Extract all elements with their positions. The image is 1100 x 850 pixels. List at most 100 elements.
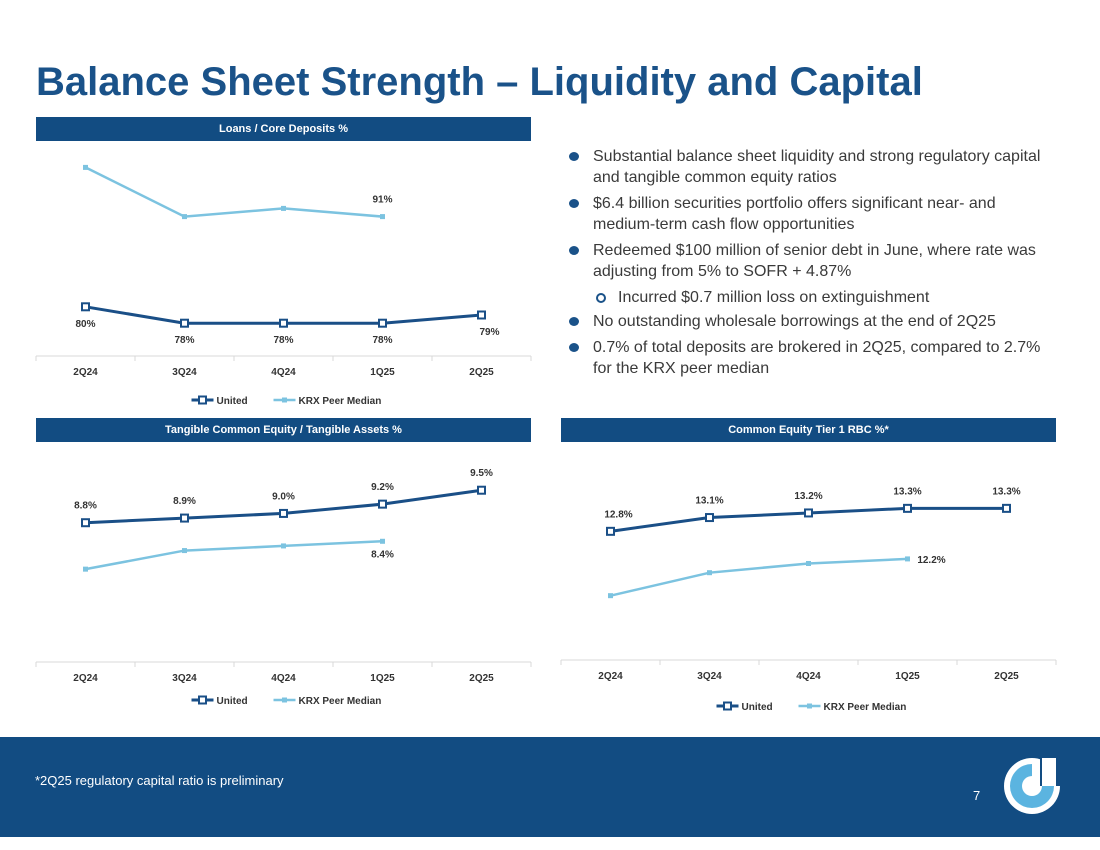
tce-chart-header: Tangible Common Equity / Tangible Assets… [36, 418, 531, 442]
peer-data-point [182, 214, 187, 220]
united-data-label: 13.3% [992, 486, 1020, 497]
x-tick-label: 4Q24 [271, 673, 296, 684]
bullet-text: $6.4 billion securities portfolio offers… [593, 195, 996, 233]
peer-series-line [84, 166, 383, 218]
united-data-label: 13.2% [794, 491, 822, 502]
x-tick-label: 2Q25 [469, 673, 494, 684]
bullet-text: 0.7% of total deposits are brokered in 2… [593, 339, 1041, 377]
peer-data-point [83, 164, 88, 170]
legend-peer-label: KRX Peer Median [299, 696, 382, 707]
loans-chart-svg: 2Q24 3Q24 4Q24 1Q25 2Q25 91% 80% 78% 78% 78% 79% Un… [35, 164, 532, 407]
united-data-point [1002, 503, 1011, 513]
peer-data-label: 12.2% [917, 555, 945, 566]
peer-series-line [85, 540, 383, 571]
peer-data-point [281, 543, 286, 549]
united-data-label: 78% [174, 335, 194, 346]
legend-united-label: United [217, 396, 248, 407]
page-number: 7 [973, 788, 981, 803]
bullet-dot-icon [569, 152, 579, 161]
x-tick-label: 3Q24 [697, 671, 722, 682]
united-data-label: 78% [273, 335, 293, 346]
peer-data-point [608, 593, 613, 599]
peer-data-point [707, 570, 712, 576]
legend-peer-label: KRX Peer Median [824, 702, 907, 713]
united-data-point [705, 513, 714, 523]
united-data-point [804, 508, 813, 518]
united-data-label: 78% [372, 335, 392, 346]
united-data-label: 13.1% [695, 496, 723, 507]
bullet-dot-icon [569, 317, 579, 326]
x-tick-label: 4Q24 [796, 671, 821, 682]
united-data-point [279, 508, 288, 518]
legend-peer-marker [807, 703, 812, 709]
tce-chart: 2Q24 3Q24 4Q24 1Q25 2Q25 8.4% 8.8% 8.9% 9.0% 9.2%… [35, 442, 532, 722]
united-data-point [477, 310, 486, 320]
united-data-point [180, 318, 189, 328]
united-data-point [606, 526, 615, 536]
united-data-label: 80% [75, 319, 95, 330]
company-logo-icon [1004, 756, 1060, 814]
x-tick-label: 4Q24 [271, 367, 296, 378]
footnote: *2Q25 regulatory capital ratio is prelim… [35, 773, 284, 788]
cet1-chart-header: Common Equity Tier 1 RBC %* [561, 418, 1056, 442]
united-data-label: 8.8% [74, 501, 97, 512]
united-data-point [180, 513, 189, 523]
united-data-label: 79% [479, 327, 499, 338]
legend-united-marker [198, 395, 207, 405]
united-data-label: 12.8% [604, 509, 632, 520]
loans-chart-header: Loans / Core Deposits % [36, 117, 531, 141]
footer-band: *2Q25 regulatory capital ratio is prelim… [0, 737, 1100, 837]
x-tick-label: 1Q25 [895, 671, 920, 682]
bullet-dot-icon [569, 246, 579, 255]
peer-data-label: 8.4% [371, 549, 394, 560]
peer-data-point [182, 548, 187, 554]
bullet-item: $6.4 billion securities portfolio offers… [566, 193, 1046, 235]
peer-data-point [380, 214, 385, 220]
legend-peer-marker [282, 397, 287, 403]
x-tick-label: 2Q24 [598, 671, 623, 682]
x-tick-label: 2Q24 [73, 367, 98, 378]
united-data-point [81, 302, 90, 312]
bullet-item: No outstanding wholesale borrowings at t… [566, 311, 1046, 332]
united-data-point [279, 318, 288, 328]
peer-data-point [83, 566, 88, 572]
united-data-point [81, 518, 90, 528]
bullet-item: Redeemed $100 million of senior debt in … [566, 240, 1046, 282]
x-tick-label: 1Q25 [370, 673, 395, 684]
united-data-label: 9.0% [272, 491, 295, 502]
tce-chart-svg: 2Q24 3Q24 4Q24 1Q25 2Q25 8.4% 8.8% 8.9% 9.0% 9.2%… [35, 468, 532, 707]
bullet-item: Substantial balance sheet liquidity and … [566, 146, 1046, 188]
peer-data-point [905, 556, 910, 562]
peer-data-point [281, 205, 286, 211]
bullet-item: 0.7% of total deposits are brokered in 2… [566, 337, 1046, 379]
peer-series-line [610, 557, 908, 597]
cet1-chart: 2Q24 3Q24 4Q24 1Q25 2Q25 12.2% 12.8% 13.1% 13.2%… [560, 442, 1057, 727]
united-data-point [903, 503, 912, 513]
bullet-ring-icon [596, 293, 606, 303]
sub-bullet-item: Incurred $0.7 million loss on extinguish… [566, 287, 1046, 308]
peer-data-point [380, 538, 385, 544]
bullet-text: Substantial balance sheet liquidity and … [593, 148, 1041, 186]
legend-united-marker [198, 695, 207, 705]
x-tick-label: 2Q24 [73, 673, 98, 684]
x-tick-label: 3Q24 [172, 673, 197, 684]
united-data-point [477, 485, 486, 495]
legend-united-marker [723, 701, 732, 711]
bullet-text: Incurred $0.7 million loss on extinguish… [618, 289, 930, 306]
legend-peer-label: KRX Peer Median [299, 396, 382, 407]
bullet-dot-icon [569, 199, 579, 208]
x-tick-label: 1Q25 [370, 367, 395, 378]
x-tick-label: 3Q24 [172, 367, 197, 378]
united-data-label: 9.2% [371, 482, 394, 493]
legend-peer-marker [282, 697, 287, 703]
key-points-list: Substantial balance sheet liquidity and … [566, 146, 1046, 384]
peer-data-label: 91% [372, 195, 392, 206]
united-data-label: 9.5% [470, 468, 493, 479]
bullet-text: Redeemed $100 million of senior debt in … [593, 242, 1036, 280]
united-data-point [378, 499, 387, 509]
bullet-dot-icon [569, 343, 579, 352]
united-data-label: 13.3% [893, 486, 921, 497]
united-data-point [378, 318, 387, 328]
bullet-text: No outstanding wholesale borrowings at t… [593, 313, 996, 330]
x-tick-label: 2Q25 [469, 367, 494, 378]
